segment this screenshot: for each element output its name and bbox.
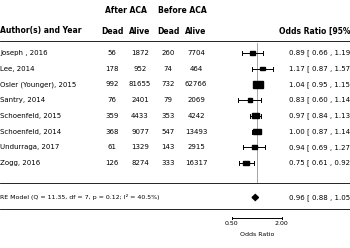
Text: Odds Ratio: Odds Ratio	[239, 232, 274, 237]
FancyBboxPatch shape	[253, 81, 263, 88]
FancyBboxPatch shape	[252, 146, 257, 149]
FancyBboxPatch shape	[243, 161, 249, 165]
Text: 368: 368	[105, 128, 119, 134]
Text: 1329: 1329	[131, 144, 149, 150]
Text: 0.89 [ 0.66 , 1.19 ]: 0.89 [ 0.66 , 1.19 ]	[289, 50, 350, 56]
Text: 2401: 2401	[131, 97, 149, 103]
Text: Schoenfeld, 2014: Schoenfeld, 2014	[0, 128, 61, 134]
Text: 732: 732	[161, 81, 175, 87]
Text: Undurraga, 2017: Undurraga, 2017	[0, 144, 60, 150]
Text: 1.00 [ 0.87 , 1.14 ]: 1.00 [ 0.87 , 1.14 ]	[289, 128, 350, 135]
FancyBboxPatch shape	[260, 67, 265, 70]
Text: 260: 260	[161, 50, 175, 56]
Text: 1.17 [ 0.87 , 1.57 ]: 1.17 [ 0.87 , 1.57 ]	[289, 65, 350, 72]
Text: Odds Ratio [95% CI]: Odds Ratio [95% CI]	[279, 27, 350, 35]
Text: 2915: 2915	[187, 144, 205, 150]
Text: 56: 56	[107, 50, 117, 56]
Text: 333: 333	[161, 160, 175, 166]
Text: Dead: Dead	[157, 27, 179, 35]
FancyBboxPatch shape	[247, 98, 252, 102]
Text: 359: 359	[105, 113, 119, 119]
Text: Osler (Younger), 2015: Osler (Younger), 2015	[0, 81, 76, 88]
Text: 1.04 [ 0.95 , 1.15 ]: 1.04 [ 0.95 , 1.15 ]	[289, 81, 350, 88]
Text: 8274: 8274	[131, 160, 149, 166]
FancyBboxPatch shape	[250, 51, 255, 55]
Text: Joseph , 2016: Joseph , 2016	[0, 50, 48, 56]
Text: Before ACA: Before ACA	[158, 6, 206, 15]
Text: 126: 126	[105, 160, 119, 166]
Text: 0.83 [ 0.60 , 1.14 ]: 0.83 [ 0.60 , 1.14 ]	[289, 97, 350, 103]
Text: 76: 76	[107, 97, 117, 103]
Text: 952: 952	[133, 66, 147, 72]
Text: 74: 74	[163, 66, 173, 72]
Text: 81655: 81655	[129, 81, 151, 87]
Text: 0.94 [ 0.69 , 1.27 ]: 0.94 [ 0.69 , 1.27 ]	[289, 144, 350, 151]
Text: 7704: 7704	[187, 50, 205, 56]
Text: 16317: 16317	[185, 160, 207, 166]
Text: 0.75 [ 0.61 , 0.92 ]: 0.75 [ 0.61 , 0.92 ]	[289, 159, 350, 166]
Text: 464: 464	[189, 66, 203, 72]
Text: 13493: 13493	[185, 128, 207, 134]
Text: 0.50: 0.50	[225, 221, 238, 226]
Polygon shape	[252, 194, 259, 200]
FancyBboxPatch shape	[252, 113, 259, 118]
Text: Alive: Alive	[185, 27, 207, 35]
Text: Zogg, 2016: Zogg, 2016	[0, 160, 40, 166]
Text: RE Model (Q = 11.35, df = 7, p = 0.12; I² = 40.5%): RE Model (Q = 11.35, df = 7, p = 0.12; I…	[0, 194, 160, 200]
Text: 4242: 4242	[187, 113, 205, 119]
Text: 353: 353	[161, 113, 175, 119]
Text: Lee, 2014: Lee, 2014	[0, 66, 35, 72]
FancyBboxPatch shape	[253, 129, 261, 134]
Text: 143: 143	[161, 144, 175, 150]
Text: 79: 79	[163, 97, 173, 103]
Text: 4433: 4433	[131, 113, 149, 119]
Text: 2.00: 2.00	[275, 221, 289, 226]
Text: 547: 547	[161, 128, 175, 134]
Text: 2069: 2069	[187, 97, 205, 103]
Text: Author(s) and Year: Author(s) and Year	[0, 27, 82, 35]
Text: Dead: Dead	[101, 27, 123, 35]
Text: 61: 61	[107, 144, 117, 150]
Text: 992: 992	[105, 81, 119, 87]
Text: Santry, 2014: Santry, 2014	[0, 97, 45, 103]
Text: 0.97 [ 0.84 , 1.13 ]: 0.97 [ 0.84 , 1.13 ]	[289, 112, 350, 119]
Text: 1872: 1872	[131, 50, 149, 56]
Text: Alive: Alive	[129, 27, 151, 35]
Text: After ACA: After ACA	[105, 6, 147, 15]
Text: 178: 178	[105, 66, 119, 72]
Text: 0.96 [ 0.88 , 1.05 ]: 0.96 [ 0.88 , 1.05 ]	[289, 194, 350, 201]
Text: 62766: 62766	[185, 81, 207, 87]
Text: Schoenfeld, 2015: Schoenfeld, 2015	[0, 113, 61, 119]
Text: 9077: 9077	[131, 128, 149, 134]
